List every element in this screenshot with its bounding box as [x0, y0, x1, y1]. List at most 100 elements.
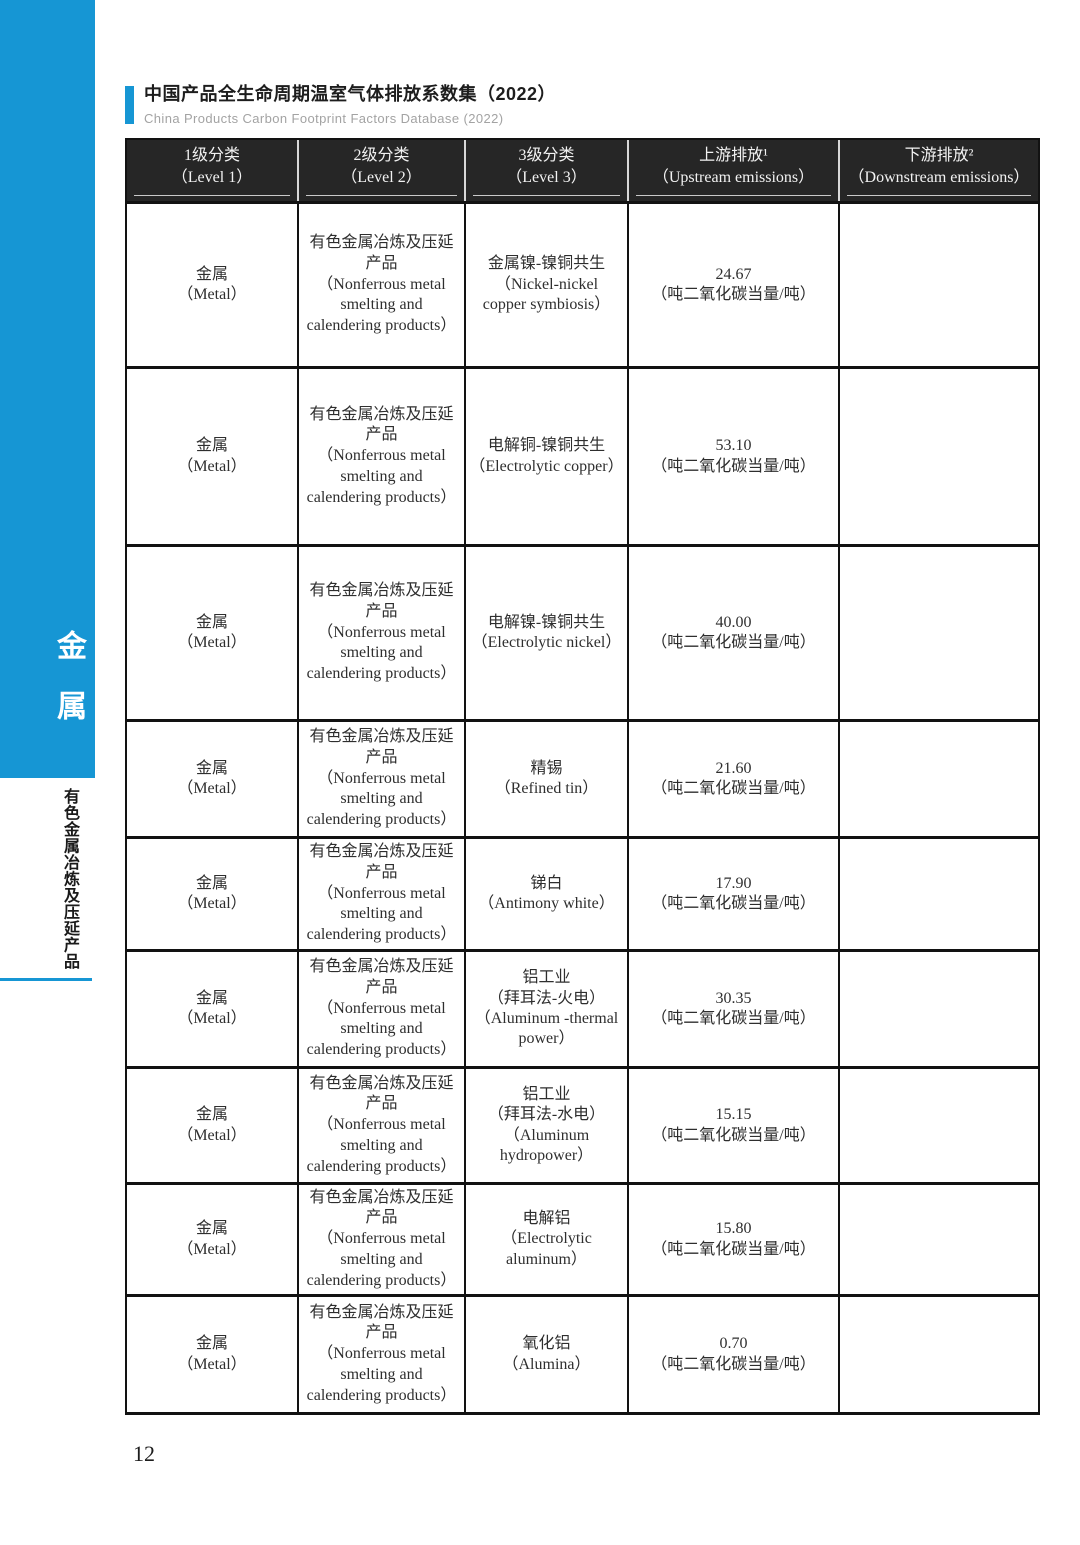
sidebar-subsection-label: 有色金属冶炼及压延产品 — [61, 788, 78, 970]
cell-level2: 有色金属冶炼及压延 产品 （Nonferrous metal smelting … — [299, 204, 466, 369]
table-row: 金属 （Metal） 有色金属冶炼及压延 产品 （Nonferrous metal… — [127, 1297, 1038, 1412]
cell-level1: 金属 （Metal） — [127, 204, 299, 369]
cell-level2: 有色金属冶炼及压延 产品 （Nonferrous metal smelting … — [299, 722, 466, 839]
cell-upstream-emissions-text: 40.00 （吨二氧化碳当量/吨） — [651, 613, 816, 651]
cell-level1-text: 金属 （Metal） — [177, 1106, 247, 1144]
header-level3: 3级分类 （Level 3） — [466, 140, 629, 201]
cell-upstream-emissions-text: 24.67 （吨二氧化碳当量/吨） — [651, 265, 816, 303]
cell-downstream-emissions — [840, 547, 1038, 722]
cell-upstream-emissions-text: 15.80 （吨二氧化碳当量/吨） — [651, 1220, 816, 1258]
cell-level2: 有色金属冶炼及压延 产品 （Nonferrous metal smelting … — [299, 369, 466, 547]
cell-level2-text: 有色金属冶炼及压延 产品 （Nonferrous metal smelting … — [306, 1074, 457, 1175]
header-level3-zh: 3级分类 — [518, 146, 575, 164]
header-upstream-emissions: 上游排放¹ （Upstream emissions） — [629, 140, 840, 201]
cell-upstream-emissions-text: 53.10 （吨二氧化碳当量/吨） — [651, 437, 816, 475]
cell-level1: 金属 （Metal） — [127, 1185, 299, 1297]
cell-level2-text: 有色金属冶炼及压延 产品 （Nonferrous metal smelting … — [306, 843, 457, 944]
table-row: 金属 （Metal） 有色金属冶炼及压延 产品 （Nonferrous metal… — [127, 952, 1038, 1069]
cell-level3: 铝工业 （拜耳法-火电） （Aluminum -thermal power） — [466, 952, 629, 1069]
cell-upstream-emissions-text: 15.15 （吨二氧化碳当量/吨） — [651, 1106, 816, 1144]
cell-level2-text: 有色金属冶炼及压延 产品 （Nonferrous metal smelting … — [306, 958, 457, 1059]
cell-level1-text: 金属 （Metal） — [177, 1220, 247, 1258]
cell-level3-text: 铝工业 （拜耳法-火电） （Aluminum -thermal power） — [474, 969, 619, 1048]
cell-level3: 金属镍-镍铜共生 （Nickel-nickel copper symbiosis… — [466, 204, 629, 369]
cell-upstream-emissions-text: 30.35 （吨二氧化碳当量/吨） — [651, 989, 816, 1027]
header-upstream-en: （Upstream emissions） — [652, 168, 815, 186]
cell-level3: 电解铝 （Electrolytic aluminum） — [466, 1185, 629, 1297]
cell-level1-text: 金属 （Metal） — [177, 759, 247, 797]
cell-upstream-emissions: 30.35 （吨二氧化碳当量/吨） — [629, 952, 840, 1069]
header-level1: 1级分类 （Level 1） — [127, 140, 299, 201]
table-row: 金属 （Metal） 有色金属冶炼及压延 产品 （Nonferrous metal… — [127, 722, 1038, 839]
cell-level1-text: 金属 （Metal） — [177, 989, 247, 1027]
cell-level1-text: 金属 （Metal） — [177, 437, 247, 475]
table-row: 金属 （Metal） 有色金属冶炼及压延 产品 （Nonferrous metal… — [127, 204, 1038, 369]
cell-level3-text: 氧化铝 （Alumina） — [502, 1335, 591, 1373]
title-accent-bar — [125, 86, 134, 124]
cell-downstream-emissions — [840, 839, 1038, 952]
header-level1-en: （Level 1） — [171, 168, 253, 186]
cell-downstream-emissions — [840, 204, 1038, 369]
cell-upstream-emissions: 24.67 （吨二氧化碳当量/吨） — [629, 204, 840, 369]
header-level2-zh: 2级分类 — [353, 146, 410, 164]
cell-level3-text: 电解镍-镍铜共生 （Electrolytic nickel） — [471, 613, 622, 651]
cell-upstream-emissions: 21.60 （吨二氧化碳当量/吨） — [629, 722, 840, 839]
cell-level1: 金属 （Metal） — [127, 547, 299, 722]
cell-level3-text: 铝工业 （拜耳法-水电） （Aluminum hydropower） — [487, 1085, 606, 1164]
title-block: 中国产品全生命周期温室气体排放系数集（2022） China Products … — [144, 84, 556, 126]
cell-level3-text: 精锡 （Refined tin） — [494, 759, 599, 797]
cell-downstream-emissions — [840, 1185, 1038, 1297]
cell-level3-text: 电解铜-镍铜共生 （Electrolytic copper） — [469, 437, 624, 475]
cell-level2: 有色金属冶炼及压延 产品 （Nonferrous metal smelting … — [299, 547, 466, 722]
cell-upstream-emissions: 15.15 （吨二氧化碳当量/吨） — [629, 1069, 840, 1185]
sidebar-category-tab: 金属 — [0, 0, 95, 778]
header-level2-en: （Level 2） — [341, 168, 422, 186]
cell-level3: 精锡 （Refined tin） — [466, 722, 629, 839]
cell-level1: 金属 （Metal） — [127, 952, 299, 1069]
cell-level3: 锑白 （Antimony white） — [466, 839, 629, 952]
cell-level2-text: 有色金属冶炼及压延 产品 （Nonferrous metal smelting … — [306, 728, 457, 829]
cell-downstream-emissions — [840, 369, 1038, 547]
cell-downstream-emissions — [840, 952, 1038, 1069]
page-title: 中国产品全生命周期温室气体排放系数集（2022） — [144, 84, 557, 104]
header-upstream-zh: 上游排放¹ — [699, 146, 768, 164]
cell-level2-text: 有色金属冶炼及压延 产品 （Nonferrous metal smelting … — [306, 405, 457, 506]
emission-factors-table: 1级分类 （Level 1） 2级分类 （Level 2） 3级分类 （Leve… — [125, 138, 1040, 1415]
table-row: 金属 （Metal） 有色金属冶炼及压延 产品 （Nonferrous metal… — [127, 839, 1038, 952]
cell-level3: 电解镍-镍铜共生 （Electrolytic nickel） — [466, 547, 629, 722]
cell-upstream-emissions: 17.90 （吨二氧化碳当量/吨） — [629, 839, 840, 952]
cell-level2-text: 有色金属冶炼及压延 产品 （Nonferrous metal smelting … — [306, 1188, 457, 1289]
cell-level2: 有色金属冶炼及压延 产品 （Nonferrous metal smelting … — [299, 1185, 466, 1297]
cell-level2-text: 有色金属冶炼及压延 产品 （Nonferrous metal smelting … — [306, 1303, 457, 1404]
cell-level1: 金属 （Metal） — [127, 1297, 299, 1412]
header-downstream-emissions: 下游排放² （Downstream emissions） — [840, 140, 1038, 201]
table-row: 金属 （Metal） 有色金属冶炼及压延 产品 （Nonferrous metal… — [127, 1185, 1038, 1297]
cell-level1: 金属 （Metal） — [127, 839, 299, 952]
cell-upstream-emissions: 0.70 （吨二氧化碳当量/吨） — [629, 1297, 840, 1412]
cell-upstream-emissions: 53.10 （吨二氧化碳当量/吨） — [629, 369, 840, 547]
cell-level3: 氧化铝 （Alumina） — [466, 1297, 629, 1412]
cell-upstream-emissions: 15.80 （吨二氧化碳当量/吨） — [629, 1185, 840, 1297]
header-level2: 2级分类 （Level 2） — [299, 140, 466, 201]
header-downstream-zh: 下游排放² — [904, 146, 974, 164]
header-level1-zh: 1级分类 — [183, 146, 240, 164]
cell-level1: 金属 （Metal） — [127, 1069, 299, 1185]
cell-level1-text: 金属 （Metal） — [177, 1335, 247, 1373]
cell-level2-text: 有色金属冶炼及压延 产品 （Nonferrous metal smelting … — [306, 582, 457, 683]
cell-downstream-emissions — [840, 1297, 1038, 1412]
cell-level3-text: 金属镍-镍铜共生 （Nickel-nickel copper symbiosis… — [482, 255, 611, 314]
cell-upstream-emissions-text: 21.60 （吨二氧化碳当量/吨） — [651, 759, 816, 797]
header-downstream-en: （Downstream emissions） — [848, 168, 1030, 186]
page-number: 12 — [133, 1441, 155, 1466]
cell-level1-text: 金属 （Metal） — [177, 613, 247, 651]
table-body: 金属 （Metal） 有色金属冶炼及压延 产品 （Nonferrous metal… — [127, 204, 1038, 1412]
cell-upstream-emissions-text: 0.70 （吨二氧化碳当量/吨） — [651, 1335, 816, 1373]
cell-level2-text: 有色金属冶炼及压延 产品 （Nonferrous metal smelting … — [306, 234, 457, 335]
cell-level2: 有色金属冶炼及压延 产品 （Nonferrous metal smelting … — [299, 839, 466, 952]
cell-level1-text: 金属 （Metal） — [177, 265, 247, 303]
cell-level1-text: 金属 （Metal） — [177, 874, 247, 912]
cell-level1: 金属 （Metal） — [127, 722, 299, 839]
document-header: 中国产品全生命周期温室气体排放系数集（2022） China Products … — [125, 84, 556, 126]
cell-level3-text: 电解铝 （Electrolytic aluminum） — [501, 1209, 592, 1268]
